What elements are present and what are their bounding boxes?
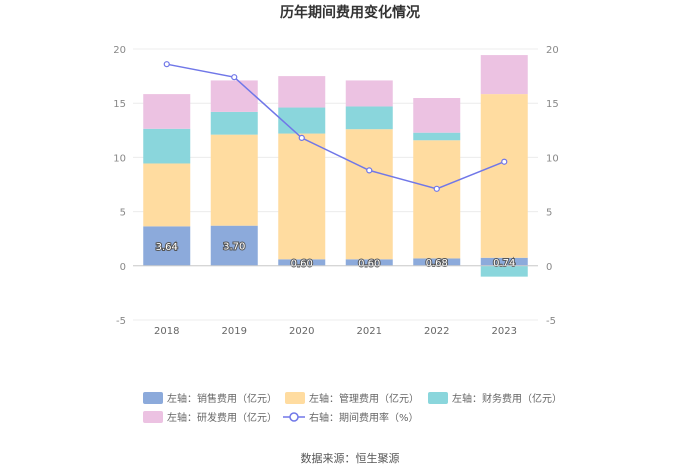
bar-series0-2022[interactable] bbox=[413, 258, 461, 266]
legend-item-4[interactable]: 右轴：期间费用率（%） bbox=[283, 411, 419, 424]
x-tick-2023: 2023 bbox=[492, 326, 517, 337]
legend[interactable]: 左轴：销售费用（亿元） 左轴：管理费用（亿元） 左轴：财务费用（亿元） 左轴：研发费用… bbox=[143, 392, 562, 424]
legend-swatch bbox=[143, 392, 163, 404]
bar-series2-2022[interactable] bbox=[413, 132, 461, 141]
x-tick-2022: 2022 bbox=[424, 326, 449, 337]
bar-series2-2019[interactable] bbox=[210, 111, 258, 135]
legend-label: 左轴：管理费用（亿元） bbox=[309, 392, 419, 405]
bar-series1-2021[interactable] bbox=[345, 129, 393, 260]
legend-swatch bbox=[143, 411, 163, 423]
bar-series2-2020[interactable] bbox=[278, 107, 326, 134]
right-axis-tick: 10 bbox=[546, 153, 559, 164]
x-tick-2018: 2018 bbox=[154, 326, 179, 337]
chart-title: 历年期间费用变化情况 bbox=[280, 4, 420, 21]
left-axis-tick: 20 bbox=[113, 45, 126, 56]
bar-series0-2020[interactable] bbox=[278, 259, 326, 266]
bar-series1-2019[interactable] bbox=[210, 134, 258, 226]
right-axis-tick: 20 bbox=[546, 45, 559, 56]
bar-series2-2021[interactable] bbox=[345, 106, 393, 130]
bar-series3-2022[interactable] bbox=[413, 97, 461, 133]
rate-point-2022[interactable] bbox=[433, 185, 440, 192]
legend-marker bbox=[289, 412, 299, 422]
sales-value-label: 0.68 bbox=[426, 258, 448, 269]
right-axis-tick: 5 bbox=[546, 208, 552, 219]
x-tick-2021: 2021 bbox=[357, 326, 382, 337]
source-note: 数据来源：恒生聚源 bbox=[301, 451, 400, 465]
rate-line-path bbox=[166, 63, 505, 190]
bar-series1-2022[interactable] bbox=[413, 140, 461, 259]
left-axis-tick: 5 bbox=[120, 208, 126, 219]
legend-item-0[interactable]: 左轴：销售费用（亿元） bbox=[143, 392, 277, 405]
sales-value-label: 0.60 bbox=[291, 259, 313, 270]
sales-value-label: 3.70 bbox=[223, 242, 245, 253]
legend-label: 右轴：期间费用率（%） bbox=[309, 411, 419, 424]
left-axis-tick: -5 bbox=[116, 316, 126, 327]
bars bbox=[143, 55, 528, 277]
right-axis-tick: 0 bbox=[546, 262, 552, 273]
legend-label: 左轴：财务费用（亿元） bbox=[452, 392, 562, 405]
left-axis-tick: 10 bbox=[113, 153, 126, 164]
bar-series0-2018[interactable] bbox=[143, 226, 191, 266]
right-axis-tick: -5 bbox=[546, 316, 556, 327]
bar-series0-2023[interactable] bbox=[480, 257, 528, 266]
legend-swatch bbox=[285, 392, 305, 404]
rate-point-2019[interactable] bbox=[231, 74, 238, 81]
bar-series3-2023[interactable] bbox=[480, 55, 528, 95]
bar-series1-2020[interactable] bbox=[278, 133, 326, 260]
left-axis-tick: 0 bbox=[120, 262, 126, 273]
bar-series0-2019[interactable] bbox=[210, 225, 258, 266]
right-axis-tick: 15 bbox=[546, 99, 559, 110]
legend-item-1[interactable]: 左轴：管理费用（亿元） bbox=[285, 392, 419, 405]
x-tick-2020: 2020 bbox=[289, 326, 314, 337]
bar-series3-2018[interactable] bbox=[143, 94, 191, 129]
bar-series3-2019[interactable] bbox=[210, 80, 258, 112]
bar-series1-2023[interactable] bbox=[480, 94, 528, 258]
bar-series3-2020[interactable] bbox=[278, 76, 326, 108]
axes: -5 0 5 10 15 20 -5 0 5 10 15 20 2018 2019 2020 2021 2022… bbox=[113, 45, 558, 337]
sales-value-label: 0.60 bbox=[358, 259, 380, 270]
sales-value-label: 0.74 bbox=[493, 258, 515, 269]
data-labels: 3.64 3.70 0.60 0.60 0.68 0.74 bbox=[155, 241, 517, 271]
rate-point-2023[interactable] bbox=[501, 158, 508, 165]
legend-label: 左轴：研发费用（亿元） bbox=[167, 411, 277, 424]
legend-item-2[interactable]: 左轴：财务费用（亿元） bbox=[428, 392, 562, 405]
x-tick-2019: 2019 bbox=[222, 326, 247, 337]
left-axis-tick: 15 bbox=[113, 99, 126, 110]
rate-point-2020[interactable] bbox=[298, 134, 305, 141]
grid bbox=[133, 48, 538, 321]
bar-series2-2023[interactable] bbox=[480, 265, 528, 277]
sales-value-label: 3.64 bbox=[156, 242, 178, 253]
legend-swatch bbox=[428, 392, 448, 404]
legend-item-3[interactable]: 左轴：研发费用（亿元） bbox=[143, 411, 277, 424]
rate-point-2021[interactable] bbox=[366, 167, 373, 174]
bar-series2-2018[interactable] bbox=[143, 128, 191, 164]
bar-series3-2021[interactable] bbox=[345, 80, 393, 107]
bar-series0-2021[interactable] bbox=[345, 259, 393, 266]
legend-label: 左轴：销售费用（亿元） bbox=[167, 392, 277, 405]
rate-line bbox=[163, 61, 508, 192]
bar-series1-2018[interactable] bbox=[143, 163, 191, 227]
rate-point-2018[interactable] bbox=[163, 61, 170, 68]
